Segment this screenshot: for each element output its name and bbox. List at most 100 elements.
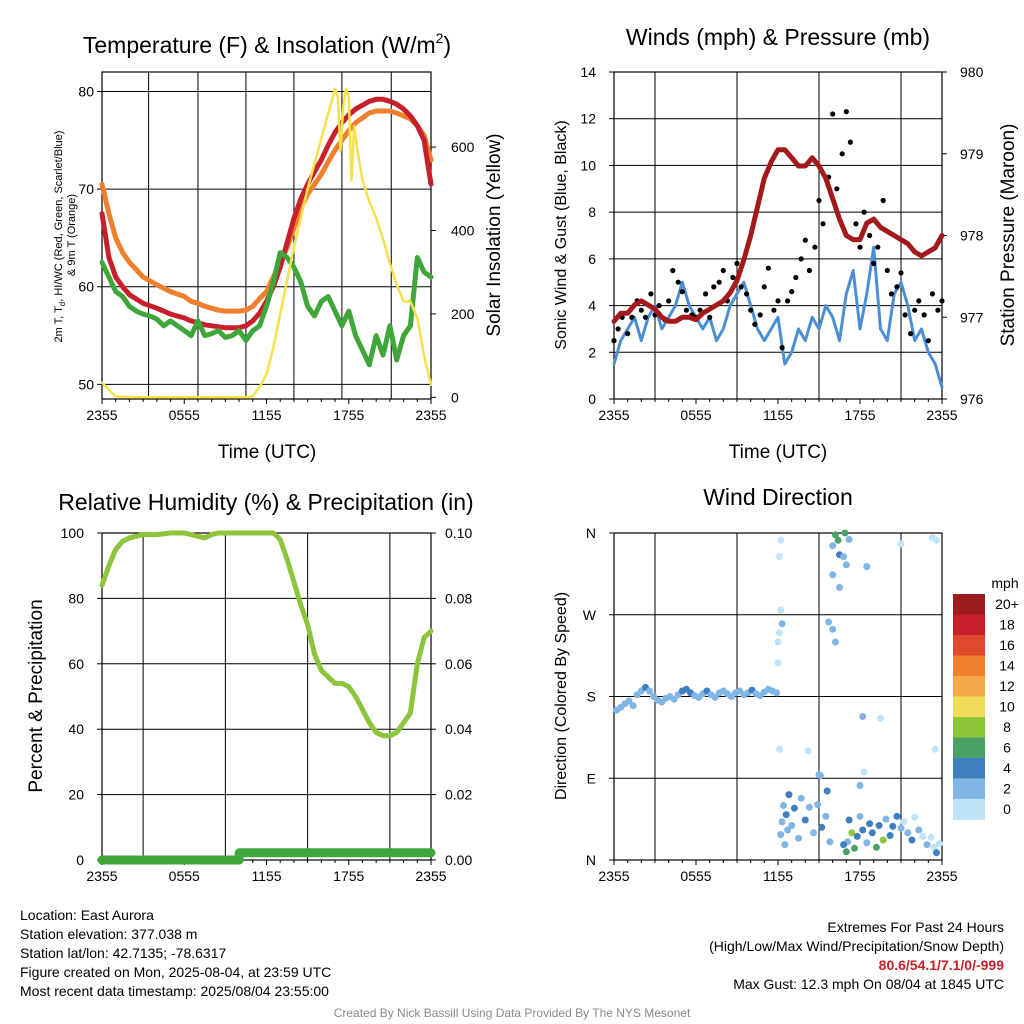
- y-right-tick-label: 0.04: [445, 721, 472, 737]
- direction-point: [775, 745, 783, 753]
- gust-point: [884, 267, 890, 274]
- gust-point: [902, 312, 908, 318]
- temperature-xlabel: Time (UTC): [218, 442, 317, 463]
- winds-ylabel-right: Station Pressure (Maroon): [998, 124, 1019, 347]
- humidity-ylabel-left: Percent & Precipitation: [26, 599, 47, 792]
- direction-point: [773, 689, 781, 697]
- direction-point: [814, 801, 822, 809]
- direction-point: [777, 606, 785, 614]
- temperature-title: Temperature (F) & Insolation (W/m2): [83, 30, 451, 58]
- grid-lines: [102, 72, 431, 399]
- colorbar-label: 18: [999, 617, 1015, 633]
- gust-point: [738, 284, 744, 290]
- gust-point: [802, 237, 808, 243]
- direction-point: [801, 816, 809, 824]
- direction-point: [904, 829, 912, 837]
- humidity-panel: Relative Humidity (%) & Precipitation (i…: [26, 489, 474, 884]
- gust-point: [775, 298, 781, 304]
- direction-point: [889, 822, 897, 830]
- gust-point: [830, 111, 836, 117]
- direction-point: [933, 849, 940, 857]
- y-tick-label: 4: [588, 298, 596, 314]
- y-tick-label: 6: [588, 251, 596, 267]
- x-tick-label: 2355: [86, 868, 117, 884]
- y-tick-label: 80: [68, 590, 84, 606]
- direction-point: [775, 629, 783, 637]
- direction-point: [778, 620, 786, 628]
- gust-point: [683, 307, 690, 313]
- direction-point: [625, 697, 633, 705]
- gust-point: [820, 221, 826, 227]
- temperature-ylabel-left: 2m T, Td, HI/WC (Red, Green, Scarlet/Blu…: [53, 128, 78, 343]
- colorbar-label: 20+: [995, 596, 1019, 612]
- direction-point: [872, 843, 880, 851]
- elevation-text: Station elevation: 377.038 m: [20, 926, 198, 942]
- x-tick-label: 0555: [680, 868, 711, 884]
- grid-lines: [102, 533, 431, 860]
- direction-point: [782, 811, 790, 819]
- wind-direction-panel: Wind Direction Direction (Colored By Spe…: [553, 484, 1019, 884]
- credit-text: Created By Nick Bassill Using Data Provi…: [333, 1006, 691, 1020]
- y-tick-label: 14: [580, 64, 596, 80]
- colorbar-swatch: [953, 594, 985, 615]
- direction-point: [856, 782, 864, 789]
- direction-point: [777, 831, 785, 839]
- direction-point: [774, 659, 782, 667]
- gust-point: [816, 197, 822, 204]
- y-tick-label: 80: [78, 84, 94, 100]
- y-right-tick-label: 0.02: [445, 787, 472, 803]
- series-line: [99, 96, 434, 331]
- gust-point: [871, 260, 877, 267]
- direction-point: [790, 804, 798, 812]
- series-line: [99, 250, 434, 368]
- extremes-title: Extremes For Past 24 Hours: [827, 919, 1004, 935]
- gust-point: [843, 109, 849, 115]
- colorbar-swatch: [953, 737, 985, 759]
- gust-point: [921, 312, 927, 318]
- gust-point: [861, 209, 867, 215]
- colorbar-swatch: [953, 614, 985, 636]
- gust-point: [894, 284, 900, 290]
- colorbar-label: 12: [999, 678, 1015, 694]
- gust-point: [798, 256, 804, 262]
- extremes-subtitle: (High/Low/Max Wind/Precipitation/Snow De…: [709, 938, 1004, 954]
- y-tick-label: 2: [588, 344, 596, 360]
- colorbar-label: 14: [999, 658, 1015, 674]
- extremes-values: 80.6/54.1/7.1/0/-999: [878, 957, 1004, 973]
- recent-data-text: Most recent data timestamp: 2025/08/04 2…: [20, 983, 329, 999]
- winds-ylabel-left: Sonic Wind & Gust (Blue, Black): [553, 120, 570, 349]
- gust-point: [765, 265, 772, 271]
- direction-point: [853, 832, 861, 840]
- direction-point: [923, 841, 931, 849]
- y-tick-label: 8: [588, 204, 596, 220]
- gust-point: [716, 279, 722, 285]
- direction-point: [845, 816, 853, 824]
- gust-point: [875, 244, 881, 250]
- direction-point: [804, 747, 812, 755]
- gust-point: [703, 291, 709, 297]
- y-right-tick-label: 0: [451, 389, 459, 405]
- colorbar-title: mph: [991, 575, 1018, 591]
- direction-point: [868, 829, 876, 837]
- gust-point: [638, 307, 644, 313]
- temperature-panel: Temperature (F) & Insolation (W/m2) Time…: [53, 30, 505, 463]
- series-line: [100, 87, 433, 399]
- x-tick-label: 2355: [598, 407, 629, 423]
- direction-point: [778, 818, 786, 826]
- colorbar-swatch: [953, 758, 985, 779]
- gust-point: [611, 338, 617, 344]
- y-tick-label: W: [583, 607, 597, 623]
- gust-point: [916, 298, 922, 304]
- gust-point: [771, 307, 777, 313]
- colorbar-swatch: [953, 696, 985, 718]
- gust-point: [648, 291, 654, 297]
- direction-point: [834, 536, 842, 544]
- gust-point: [880, 197, 886, 204]
- colorbar-swatch: [953, 635, 985, 656]
- y-right-tick-label: 400: [451, 222, 475, 238]
- direction-point: [831, 638, 839, 646]
- direction-point: [882, 815, 890, 823]
- y-right-tick-label: 0.00: [445, 852, 472, 868]
- direction-point: [840, 553, 848, 561]
- y-tick-label: E: [587, 770, 596, 786]
